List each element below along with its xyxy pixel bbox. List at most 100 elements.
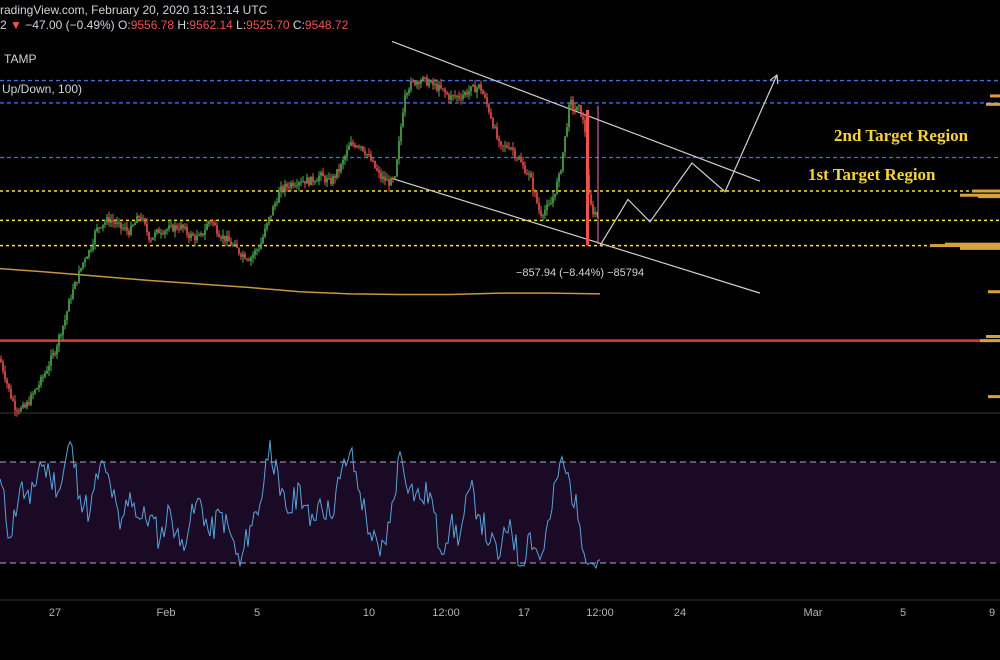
candle-body — [200, 233, 202, 236]
candle-body — [314, 181, 316, 183]
candle-body — [438, 84, 440, 91]
candle-body — [512, 147, 514, 150]
candle-body — [556, 181, 558, 194]
candle-body — [250, 257, 252, 261]
candle-body — [296, 185, 298, 187]
candle-body — [352, 142, 354, 145]
candle-body — [208, 221, 210, 224]
candle-body — [150, 239, 152, 241]
candle-body — [298, 182, 300, 186]
candle-body — [452, 95, 454, 97]
candle-body — [180, 224, 182, 230]
ohlc-header: radingView.com, February 20, 2020 13:13:… — [0, 3, 348, 33]
candle-body — [538, 202, 540, 211]
candle-body — [108, 217, 110, 223]
candle-body — [84, 259, 86, 263]
candle-body — [142, 218, 144, 220]
candle-body — [68, 299, 70, 312]
candle-body — [366, 154, 368, 156]
candle-body — [260, 242, 262, 249]
candle-body — [162, 233, 164, 235]
candle-body — [480, 84, 482, 91]
candle-body — [514, 149, 516, 158]
target2-label: 2nd Target Region — [834, 126, 969, 145]
candle-body — [140, 217, 142, 220]
candle-body — [66, 311, 68, 321]
candle-body — [194, 235, 196, 241]
candle-body — [444, 89, 446, 93]
candle-body — [322, 172, 324, 177]
candle-body — [424, 77, 426, 79]
volume-profile-bar — [990, 94, 1000, 98]
candle-body — [400, 126, 402, 142]
open-value: 9556.78 — [130, 18, 175, 32]
x-tick-label: 5 — [899, 607, 907, 619]
candle-body — [28, 402, 30, 405]
candle-body — [64, 320, 66, 326]
candle-body — [228, 236, 230, 242]
candle-body — [78, 270, 80, 283]
candle-body — [264, 228, 266, 237]
candle-body — [546, 204, 548, 211]
candle-body — [528, 173, 530, 175]
candle-body — [210, 221, 212, 223]
candle-body — [350, 142, 352, 146]
candle-body — [236, 243, 238, 249]
candle-body — [388, 179, 390, 186]
candle-body — [152, 237, 154, 240]
candle-body — [446, 92, 448, 95]
candle-body — [376, 168, 378, 171]
candle-body — [540, 210, 542, 216]
candle-body — [40, 376, 42, 386]
candle-body — [202, 233, 204, 235]
candle-body — [134, 222, 136, 226]
candle-body — [372, 160, 374, 162]
candle-body — [0, 358, 2, 363]
candle-body — [92, 243, 94, 250]
candle-body — [138, 215, 140, 218]
candle-body — [414, 80, 416, 86]
channel-lower-line — [391, 177, 761, 294]
candle-body — [594, 212, 596, 215]
candle-body — [462, 95, 464, 99]
candle-body — [282, 186, 284, 192]
candle-body — [94, 230, 96, 244]
candle-body — [500, 141, 502, 146]
candle-body — [532, 177, 534, 192]
target1-label: 1st Target Region — [808, 165, 936, 184]
candle-body — [136, 215, 138, 223]
candle-body — [186, 227, 188, 235]
candle-body — [270, 215, 272, 217]
x-tick-label: Mar — [803, 607, 823, 619]
candle-body — [118, 222, 120, 224]
candle-body — [576, 106, 578, 111]
candle-body — [156, 229, 158, 233]
candle-body — [580, 105, 582, 117]
candle-body — [412, 80, 414, 82]
low-label: L: — [236, 18, 247, 32]
candle-body — [334, 175, 336, 178]
candle-body — [592, 204, 594, 215]
candle-body — [316, 180, 318, 182]
candle-body — [10, 388, 12, 399]
candle-body — [568, 104, 570, 128]
candle-body — [346, 149, 348, 157]
candle-body — [212, 222, 214, 224]
candle-body — [416, 81, 418, 86]
candle-body — [238, 248, 240, 254]
volume-profile-bar — [972, 189, 1000, 193]
candle-body — [356, 146, 358, 148]
candle-body — [456, 95, 458, 97]
volume-profile-bar — [978, 195, 1000, 199]
candle-body — [226, 236, 228, 242]
candle-body — [4, 371, 6, 380]
low-value: 9525.70 — [246, 18, 290, 32]
candle-body — [16, 410, 18, 412]
candle-body — [204, 230, 206, 235]
candle-body — [88, 250, 90, 258]
candle-body — [542, 215, 544, 217]
x-tick-label: 12:00 — [586, 607, 614, 619]
candle-body — [494, 127, 496, 129]
candle-body — [590, 194, 592, 205]
